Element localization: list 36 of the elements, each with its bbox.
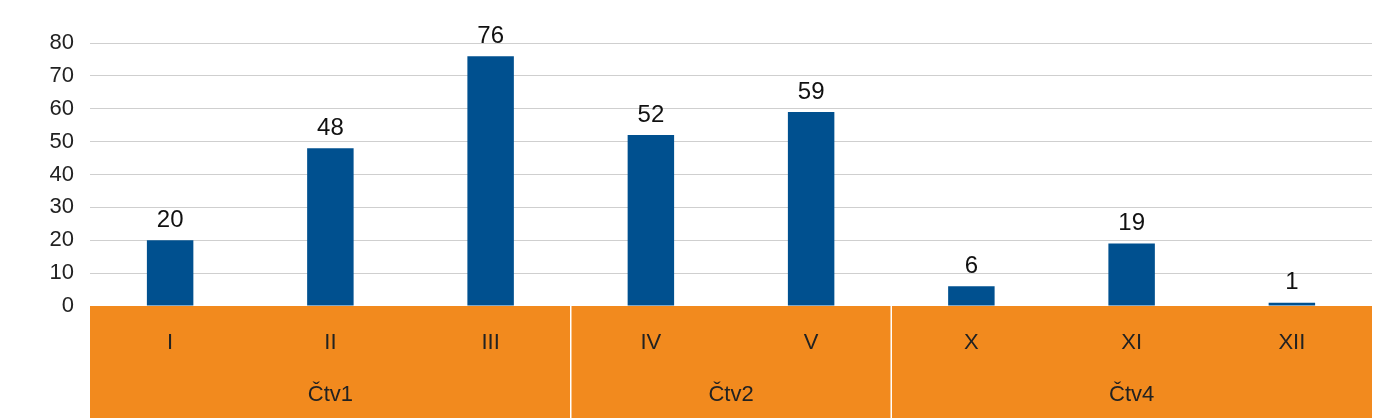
x-tick-label: X (964, 329, 980, 355)
y-tick-label: 40 (49, 160, 74, 186)
y-tick-label: 10 (49, 259, 74, 285)
x-tick-label: II (324, 329, 337, 355)
data-label: 52 (637, 99, 665, 127)
x-tick-label: XII (1278, 329, 1306, 355)
text: Čtv2 (708, 381, 754, 407)
bar (146, 240, 194, 306)
data-label: 48 (317, 112, 344, 140)
data-label: 76 (477, 20, 504, 48)
y-tick-label: 50 (49, 127, 74, 153)
data-label: 6 (964, 250, 979, 278)
data-label: 59 (797, 76, 825, 104)
text: Čtv4 (1109, 381, 1155, 407)
x-tick-label: IV (640, 329, 662, 355)
bar (787, 112, 835, 306)
data-label: 19 (1118, 208, 1145, 236)
y-tick-label: 0 (61, 292, 74, 318)
y-tick-label: 30 (49, 193, 74, 219)
y-tick-label: 20 (49, 226, 74, 252)
data-label: 20 (156, 204, 184, 232)
text: Čtv1 (307, 381, 353, 407)
data-label: 1 (1285, 267, 1299, 295)
x-tick-label: III (481, 329, 500, 355)
y-tick-label: 70 (49, 61, 74, 87)
bar (307, 148, 354, 306)
bar (627, 135, 675, 306)
y-tick-label: 80 (49, 29, 74, 55)
x-tick-label: V (803, 329, 819, 355)
x-tick-label: XI (1121, 329, 1143, 355)
bar (1268, 302, 1316, 306)
y-tick-label: 60 (49, 94, 74, 120)
bar (948, 286, 995, 306)
bar (1108, 243, 1155, 306)
bar (467, 56, 514, 306)
x-tick-label: I (167, 329, 174, 355)
